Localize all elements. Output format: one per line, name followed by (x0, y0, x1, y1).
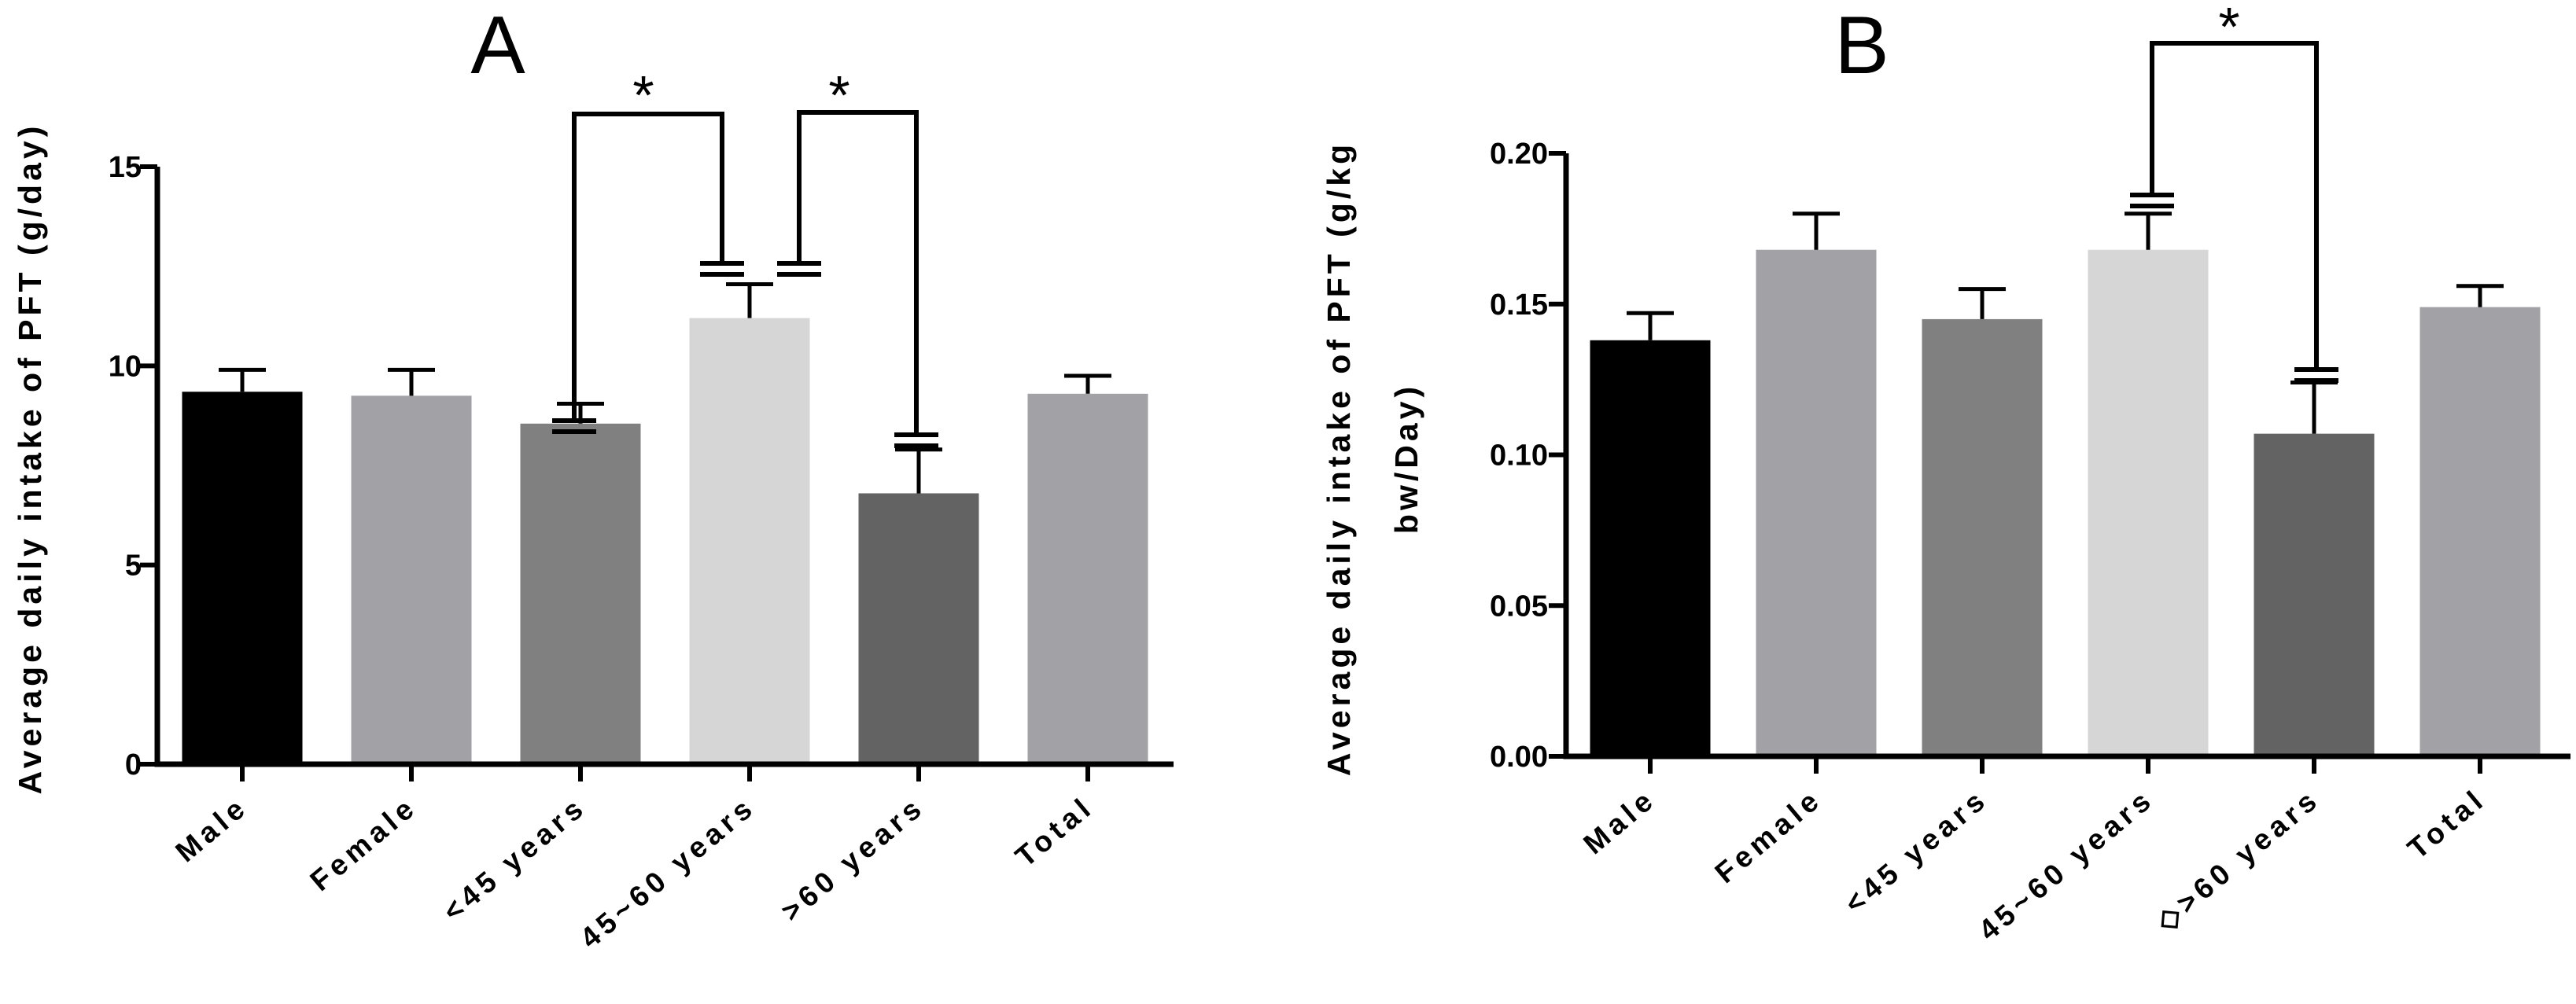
panel-b-significance-star: * (2218, 0, 2239, 57)
panel-b-category-label: Male (1577, 782, 1662, 861)
panel-a-error-bar (219, 367, 266, 392)
panel-b-ylabel-line-1: Average daily intake of PFT (g/kg (1321, 141, 1357, 776)
panel-a-significance-bracket (797, 110, 919, 435)
panel-a-significance-bracket (572, 112, 724, 421)
panel-a-bracket-caps (777, 261, 938, 448)
panel-a-bar (182, 392, 303, 764)
panel-b-category-label: <45 years (1838, 782, 1994, 920)
panel-a: A Average daily intake of PFT (g/day) 0 5… (12, 0, 1174, 954)
panel-b-category-label: ◇>60 years (2149, 782, 2326, 938)
panel-a-y-tick-label: 15 (109, 151, 142, 184)
panel-a-ylabel: Average daily intake of PFT (g/day) (12, 123, 48, 795)
panel-b-error-bar (1627, 311, 1674, 340)
panel-a-bar (1027, 393, 1148, 764)
panel-b-bar (1756, 249, 1877, 757)
panel-a-axes (154, 167, 1174, 767)
panel-a-bar (351, 395, 472, 764)
panel-a-error-bar (1064, 373, 1111, 394)
panel-a-significance-star: * (828, 64, 849, 126)
panel-b-y-tick-label: 0.00 (1490, 741, 1548, 774)
panel-b-plot-area: 0.00 0.05 0.10 0.15 0.20 Male Female <45 years4… (1490, 0, 2570, 947)
panel-a-significance-star: * (632, 64, 654, 126)
panel-a-bar (858, 493, 979, 764)
panel-a-bracket-caps (552, 261, 744, 434)
panel-b-letter: B (1834, 0, 1889, 91)
panel-b-bar (2419, 307, 2541, 757)
panel-a-category-label: <45 years (437, 790, 592, 928)
panel-b-error-bar (2290, 380, 2338, 434)
panel-a-error-bar (726, 281, 773, 318)
panel-b-bracket-caps (2130, 193, 2338, 383)
panel-b-category-label: 45~60 years (1973, 782, 2160, 947)
panel-b-significance-bracket (2150, 41, 2319, 370)
panel-b-error-bar (1793, 211, 1840, 250)
panel-b-error-bar (2456, 284, 2504, 307)
panel-b-error-bar (2125, 211, 2172, 250)
panel-a-error-bar (388, 367, 435, 396)
panel-b-y-tick-label: 0.15 (1490, 289, 1548, 322)
panel-a-y-tick-label: 0 (125, 748, 142, 782)
panel-b-y-tick-label: 0.10 (1490, 439, 1548, 473)
panel-a-letter: A (470, 0, 525, 91)
panel-a-category-label: Female (304, 790, 424, 898)
panel-b-ylabel-line-2: bw/Day) (1388, 383, 1424, 534)
panel-b-category-label: Female (1709, 782, 1829, 890)
panel-a-bar (520, 423, 641, 764)
panel-b-error-bar (1959, 287, 2006, 319)
panel-b-y-tick-label: 0.20 (1490, 138, 1548, 171)
panel-b: B Average daily intake of PFT (g/kg bw/D… (1321, 0, 2570, 947)
panel-b-category-label: Total (2401, 782, 2492, 866)
panel-a-error-bar (895, 447, 942, 494)
panel-b-bar (1590, 340, 1711, 756)
panel-a-category-label: Male (169, 790, 254, 869)
panel-b-bar (1922, 318, 2043, 756)
panel-a-bar (689, 318, 810, 764)
panel-b-y-tick-label: 0.05 (1490, 590, 1548, 623)
panel-b-bar (2088, 249, 2209, 757)
panel-b-axes (1563, 153, 2570, 759)
panel-a-y-tick-label: 10 (109, 350, 142, 383)
panel-a-category-label: Total (1009, 790, 1100, 873)
panel-b-bar (2254, 433, 2375, 756)
panel-a-y-tick-label: 5 (125, 550, 142, 583)
panel-a-category-label: >60 years (775, 790, 931, 928)
panel-a-category-label: 45~60 years (574, 790, 761, 954)
